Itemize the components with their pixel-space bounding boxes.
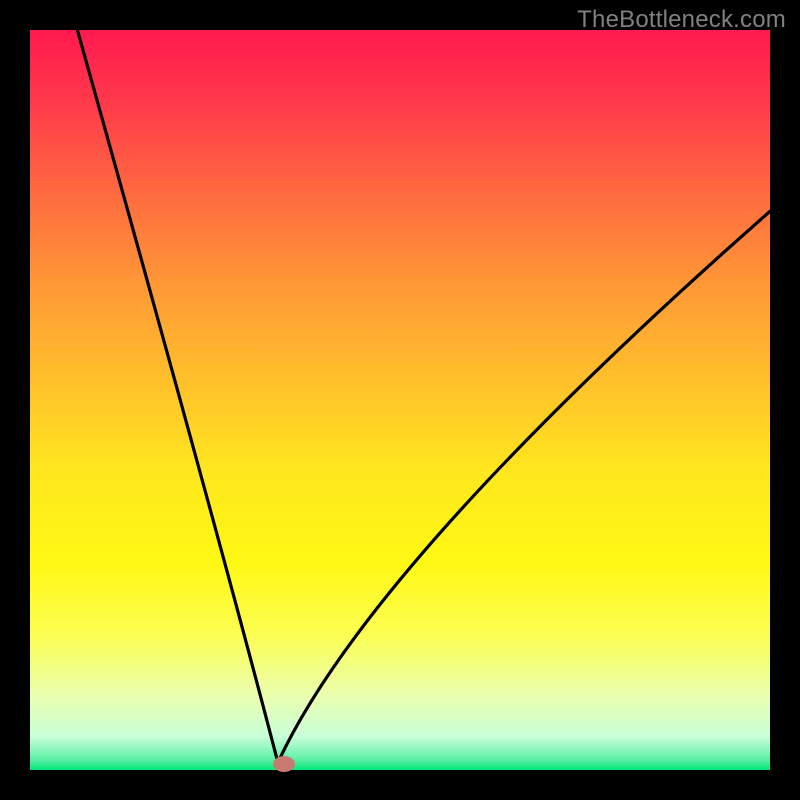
plot-area bbox=[30, 30, 770, 770]
bottleneck-curve bbox=[30, 30, 770, 770]
optimal-point-marker bbox=[273, 756, 295, 772]
chart-frame: TheBottleneck.com bbox=[0, 0, 800, 800]
